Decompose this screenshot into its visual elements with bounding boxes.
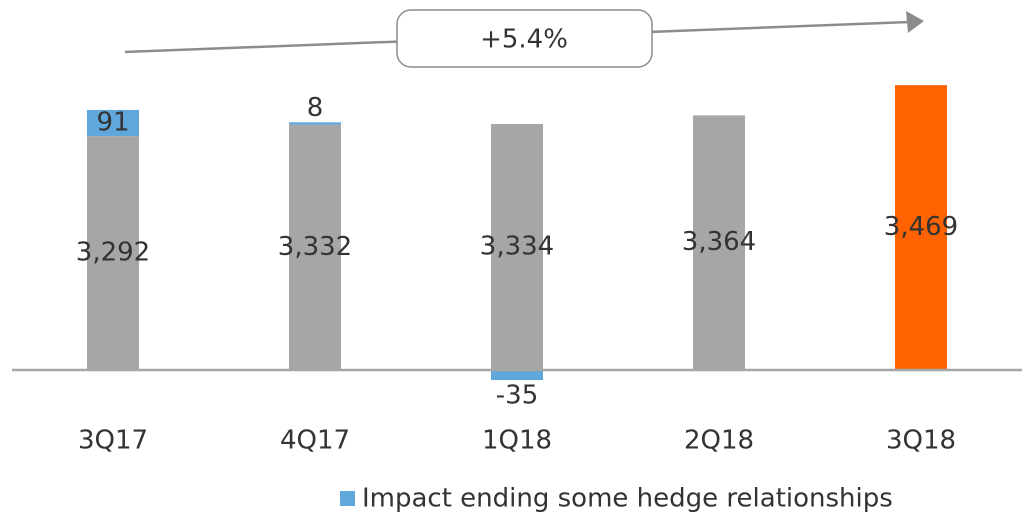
impact-label: -35: [496, 381, 538, 411]
impact-segment: [289, 122, 341, 125]
value-label: 3,334: [480, 232, 554, 262]
annotation: +5.4%: [480, 25, 568, 55]
value-label: 3,292: [76, 238, 150, 268]
legend-swatch: [340, 491, 355, 506]
arrow-head: [906, 11, 924, 33]
x-tick-label: 4Q17: [280, 426, 350, 456]
bar: [895, 85, 947, 370]
legend-label: Impact ending some hedge relationships: [362, 484, 893, 514]
impact-label: 8: [307, 93, 324, 123]
annotation-box: [396, 9, 653, 68]
bar: [693, 115, 745, 371]
x-tick-label: 3Q17: [78, 426, 148, 456]
bar: [491, 124, 543, 370]
x-tick-label: 2Q18: [684, 426, 754, 456]
impact-segment: [491, 370, 543, 381]
bar: [289, 124, 341, 371]
impact-segment: [87, 109, 139, 137]
value-label: 3,469: [884, 212, 958, 242]
x-tick-label: 3Q18: [886, 426, 956, 456]
impact-label: 91: [96, 108, 129, 138]
x-tick-label: 1Q18: [482, 426, 552, 456]
value-label: 3,364: [682, 227, 756, 257]
bar: [87, 136, 139, 370]
value-label: 3,332: [278, 232, 352, 262]
